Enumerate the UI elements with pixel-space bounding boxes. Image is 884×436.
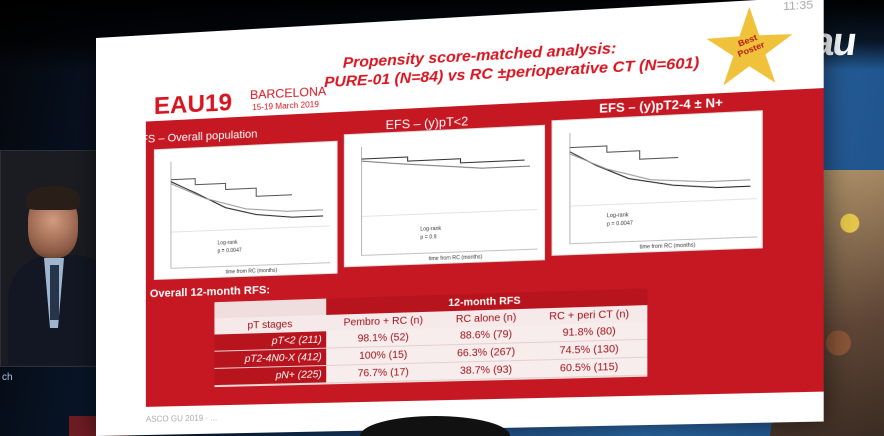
table-cell: 76.7% (17) <box>326 363 441 383</box>
speaker-tie <box>50 265 59 320</box>
logrank-label: Log-rank <box>217 240 237 247</box>
p-value: p = 0.0047 <box>607 220 633 227</box>
table-cell: pN+ (225) <box>214 366 326 386</box>
km-curves-overall <box>155 142 337 279</box>
speaker-caption: ch <box>2 372 13 383</box>
km-plot-ypt2-4: Log-rank p = 0.0047 time from RC (months… <box>552 110 763 256</box>
presentation-slide: EAU19 BARCELONA 15-19 March 2019 Propens… <box>96 0 824 436</box>
p-value: p = 0.0047 <box>217 248 241 255</box>
clock: 11:35 <box>783 0 813 13</box>
km-curves-ypt2-4 <box>553 111 762 254</box>
congress-date: 15-19 March 2019 <box>252 100 319 113</box>
logrank-label: Log-rank <box>607 212 629 219</box>
eau19-logo: EAU19 <box>154 89 232 121</box>
km-plot-ypt2: Log-rank p = 0.9 time from RC (months) <box>344 125 545 268</box>
speaker-hair <box>26 186 80 210</box>
km-plot-overall: Log-rank p = 0.0047 time from RC (months… <box>154 141 338 280</box>
slide-footer: ASCO GU 2019 · ... <box>146 413 217 424</box>
rfs-table: 12-month RFS pT stages Pembro + RC (n) R… <box>214 288 647 387</box>
table-cell: 60.5% (115) <box>531 357 647 378</box>
logrank-label: Log-rank <box>420 226 441 233</box>
p-value: p = 0.9 <box>420 234 436 241</box>
km-curves-ypt2 <box>345 126 544 266</box>
rfs-table-grid: 12-month RFS pT stages Pembro + RC (n) R… <box>214 288 647 386</box>
table-cell: 38.7% (93) <box>441 360 531 380</box>
